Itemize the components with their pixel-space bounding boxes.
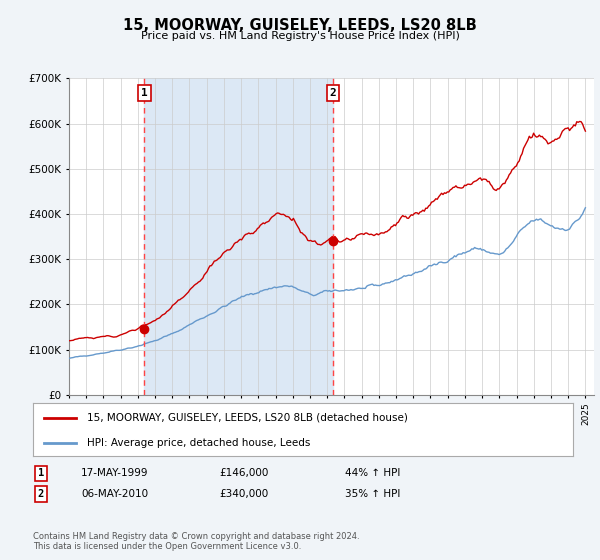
Text: 06-MAY-2010: 06-MAY-2010 xyxy=(81,489,148,499)
Text: 15, MOORWAY, GUISELEY, LEEDS, LS20 8LB: 15, MOORWAY, GUISELEY, LEEDS, LS20 8LB xyxy=(123,18,477,33)
Text: 1: 1 xyxy=(38,468,44,478)
Text: 44% ↑ HPI: 44% ↑ HPI xyxy=(345,468,400,478)
Text: 1: 1 xyxy=(141,88,148,98)
Text: £146,000: £146,000 xyxy=(219,468,268,478)
Text: 35% ↑ HPI: 35% ↑ HPI xyxy=(345,489,400,499)
Text: 15, MOORWAY, GUISELEY, LEEDS, LS20 8LB (detached house): 15, MOORWAY, GUISELEY, LEEDS, LS20 8LB (… xyxy=(87,413,408,423)
Text: £340,000: £340,000 xyxy=(219,489,268,499)
Text: HPI: Average price, detached house, Leeds: HPI: Average price, detached house, Leed… xyxy=(87,438,310,448)
Text: Contains HM Land Registry data © Crown copyright and database right 2024.
This d: Contains HM Land Registry data © Crown c… xyxy=(33,532,359,552)
Text: 2: 2 xyxy=(330,88,337,98)
Bar xyxy=(145,78,333,395)
Text: Price paid vs. HM Land Registry's House Price Index (HPI): Price paid vs. HM Land Registry's House … xyxy=(140,31,460,41)
Text: 17-MAY-1999: 17-MAY-1999 xyxy=(81,468,149,478)
Text: 2: 2 xyxy=(38,489,44,499)
